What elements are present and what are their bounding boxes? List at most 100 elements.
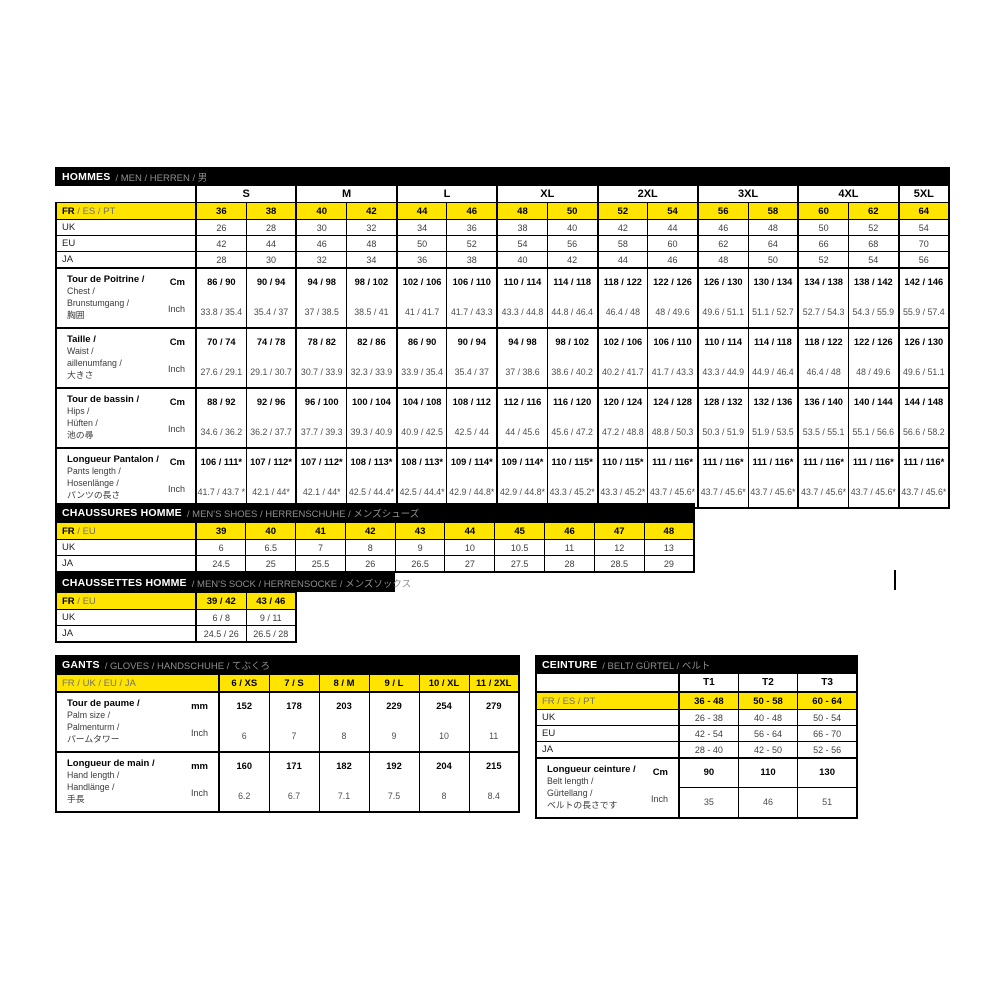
measurement-value-cell: 124 / 128 48.8 / 50.3 xyxy=(647,386,699,449)
measurement-value-cell: 102 / 106 40.2 / 41.7 xyxy=(596,326,649,389)
measurement-name-translation: 手長 xyxy=(67,794,85,805)
measurement-value-pair: 74 / 78 29.1 / 30.7 xyxy=(247,330,295,387)
measurement-value-cell: 104 / 108 40.9 / 42.5 xyxy=(395,386,448,449)
value-bottom: 47.2 / 48.8 xyxy=(602,426,644,437)
value-bottom: 52.7 / 54.3 xyxy=(802,306,845,317)
value-bottom: 37 / 38.6 xyxy=(505,366,540,377)
measurement-value-pair: 112 / 116 44 / 45.6 xyxy=(499,390,546,447)
measurement-value-cell: 204 8 xyxy=(418,751,470,813)
measurement-value-cell: 88 / 92 34.6 / 36.2 xyxy=(194,386,247,449)
conversion-cell: 29 xyxy=(643,555,695,573)
value-bottom: 54.3 / 55.9 xyxy=(852,306,895,317)
value-top: 98 / 102 xyxy=(354,277,389,287)
fr-size-cell: 40 xyxy=(295,202,348,220)
measurement-row-label: Tour de Poitrine / Chest / Brunstumgang / 胸… xyxy=(55,267,197,329)
conversion-cell: 54 xyxy=(847,251,900,269)
value-bottom: 41.7 / 43.3 xyxy=(651,366,694,377)
value-top: 108 / 113* xyxy=(350,456,393,467)
fr-size-cell: 42 xyxy=(346,202,398,220)
unit-top-label: Cm xyxy=(169,396,185,408)
measurement-value-cell: 118 / 122 46.4 / 48 xyxy=(596,267,649,329)
conversion-cell: 40 xyxy=(496,251,548,269)
glove-size-cell: 8 / M xyxy=(318,674,370,693)
region-row-label-ja: JA xyxy=(535,741,680,759)
measurement-label: Taille / Waist / aillenumfang / 大きさ Cm Inch xyxy=(62,330,190,386)
fr-size-cell: 43 xyxy=(394,522,446,540)
conversion-cell: 11 xyxy=(544,539,595,556)
measurement-value-cell: 102 / 106 41 / 41.7 xyxy=(395,267,448,329)
value-bottom: 33.8 / 35.4 xyxy=(200,306,243,317)
measurement-row-label: Longueur de main / Hand length / Handlänge… xyxy=(55,751,220,813)
conversion-cell: 54 xyxy=(496,235,548,252)
measurement-value-pair: 78 / 82 30.7 / 33.9 xyxy=(298,330,345,387)
conversion-cell: 44 xyxy=(647,219,699,236)
conversion-cell: 26 - 38 xyxy=(678,709,739,726)
measurement-value-pair: 102 / 106 40.2 / 41.7 xyxy=(600,330,647,387)
table-row: Longueur ceinture / Belt length / Gürtella… xyxy=(535,756,859,819)
value-top: 279 xyxy=(485,701,502,711)
value-bottom: 53.5 / 55.1 xyxy=(802,426,845,437)
table-row: S M L XL 2XL 3XL 4XL 5XL xyxy=(56,186,951,203)
value-top: 111 / 116* xyxy=(702,456,744,467)
value-top: 136 / 140 xyxy=(804,396,843,407)
region-label-primary: FR xyxy=(62,205,75,217)
measurement-value-pair: 94 / 98 37 / 38.6 xyxy=(499,330,546,387)
measurement-name-translation: 胸囲 xyxy=(67,310,85,321)
conversion-cell: 66 xyxy=(797,235,849,252)
conversion-cell: 25.5 xyxy=(295,555,346,573)
value-bottom: 51.9 / 53.5 xyxy=(752,426,794,437)
measurement-value-cell: 111 / 116* 43.7 / 45.6* xyxy=(797,446,849,509)
value-top: 96 / 100 xyxy=(304,396,339,407)
region-label-primary: FR xyxy=(62,525,75,537)
measurement-value-pair: 111 / 116* 43.7 / 45.6* xyxy=(749,450,797,506)
value-bottom: 34.6 / 36.2 xyxy=(200,426,243,437)
fr-size-cell: 38 xyxy=(245,202,297,220)
glove-size-cell: 7 / S xyxy=(268,674,320,693)
value-top: 78 / 82 xyxy=(307,336,336,347)
region-row-label-uk: UK xyxy=(55,539,197,556)
measurement-value-pair: 124 / 128 48.8 / 50.3 xyxy=(649,390,697,447)
measurement-name-translation: パンツの長さ xyxy=(67,490,121,500)
value-bottom: 38.6 / 40.2 xyxy=(551,366,593,377)
fr-eu-row-label: FR / EU xyxy=(55,592,197,610)
table-row: JA 24.5 25 25.5 26 26.5 27 27.5 28 28.5 29 xyxy=(55,555,695,573)
value-top: 102 / 106 xyxy=(402,277,442,287)
value-bottom: 44 / 45.6 xyxy=(505,426,540,437)
table-row: FR / EU 39 / 42 43 / 46 xyxy=(55,592,297,610)
belt-length-inch-cell: 51 xyxy=(797,786,859,819)
conversion-cell: 6.5 xyxy=(245,539,297,556)
measurement-value-cell: 108 / 112 42.5 / 44 xyxy=(446,386,498,449)
measurement-name-translation: Hand length / xyxy=(67,770,120,781)
table-row: Taille / Waist / aillenumfang / 大きさ Cm Inch 70… xyxy=(55,326,951,389)
measurement-value-pair: 107 / 112* 42.1 / 44* xyxy=(298,450,345,506)
unit-top-label: Cm xyxy=(169,336,185,348)
measurement-value-cell: 136 / 140 53.5 / 55.1 xyxy=(797,386,849,449)
value-bottom: 46.4 / 48 xyxy=(806,366,841,377)
measurement-value-pair: 229 9 xyxy=(370,694,418,751)
value-bottom: 35.4 / 37 xyxy=(253,306,289,317)
measurement-value-pair: 140 / 144 55.1 / 56.6 xyxy=(849,390,897,447)
value-top: 120 / 124 xyxy=(603,396,643,407)
measurement-name-translation: 大きさ xyxy=(67,370,94,381)
belt-size-cell: 36 - 48 xyxy=(678,691,739,710)
belt-table-header-bar: CEINTURE / BELT/ GÜRTEL / ベルト xyxy=(535,655,858,674)
value-top: 110 / 114 xyxy=(704,336,743,347)
value-bottom: 11 xyxy=(489,731,499,741)
measurement-name-translation: Hips / xyxy=(67,406,90,417)
conversion-cell: 27 xyxy=(444,555,496,573)
conversion-cell: 30 xyxy=(245,251,297,269)
conversion-cell: 28.5 xyxy=(593,555,645,573)
measurement-value-cell: 118 / 122 46.4 / 48 xyxy=(797,326,849,389)
measurement-value-pair: 108 / 113* 42.5 / 44.4* xyxy=(348,450,396,506)
table-row: UK 26 28 30 32 34 36 38 40 42 44 46 48 50 52 54 xyxy=(55,219,951,236)
unit-bottom-label: Inch xyxy=(190,728,208,738)
measurement-value-pair: 142 / 146 55.9 / 57.4 xyxy=(901,270,947,327)
conversion-cell: 42 xyxy=(546,251,599,269)
value-top: 86 / 90 xyxy=(207,277,236,287)
measurement-label-lines: Tour de Poitrine / Chest / Brunstumgang / 胸… xyxy=(67,274,144,322)
measurement-name-translation: Brunstumgang / xyxy=(67,298,130,309)
value-top: 94 / 98 xyxy=(307,277,336,287)
measurement-value-cell: 92 / 96 36.2 / 37.7 xyxy=(245,386,297,449)
belt-size-grid: T1 T2 T3 FR / ES / PT 36 - 48 50 - 58 60 - 64 U… xyxy=(535,674,859,819)
measurement-value-cell: 142 / 146 55.9 / 57.4 xyxy=(897,267,951,329)
